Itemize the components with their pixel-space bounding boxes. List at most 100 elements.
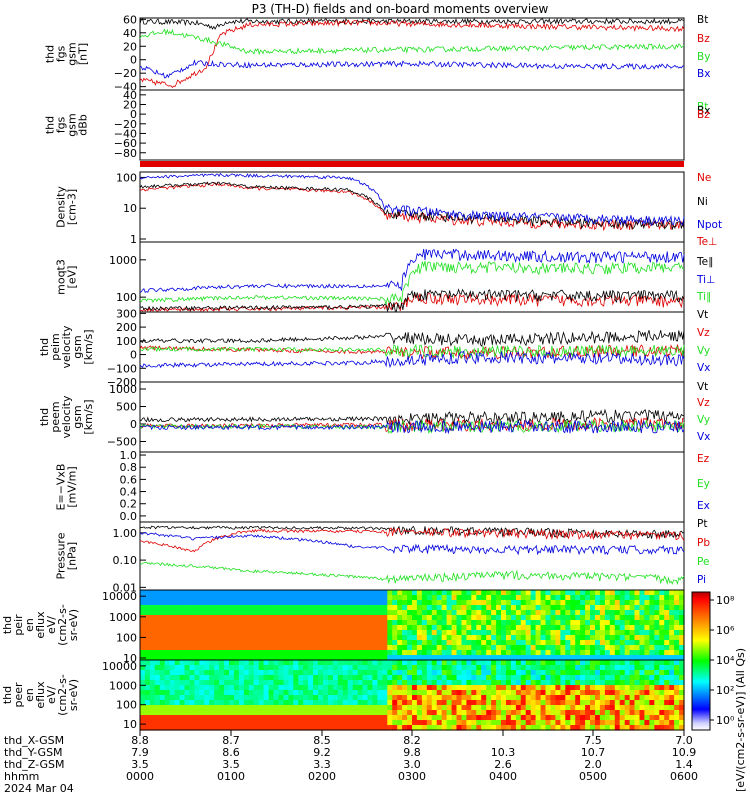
- spectrogram-cell: [476, 670, 482, 676]
- spectrogram-cell: [624, 680, 631, 686]
- spectrogram-cell: [649, 605, 655, 611]
- spectrogram-cell: [377, 700, 383, 706]
- spectrogram-cell: [565, 690, 571, 696]
- spectrogram-cell: [664, 620, 670, 626]
- spectrogram-cell: [397, 720, 403, 726]
- spectrogram-cell: [649, 690, 655, 696]
- spectrogram-cell: [149, 600, 156, 606]
- spectrogram-cell: [446, 590, 453, 596]
- spectrogram-cell: [323, 620, 329, 626]
- spectrogram-cell: [258, 635, 265, 641]
- spectrogram-cell: [659, 665, 665, 671]
- spectrogram-cell: [144, 610, 151, 616]
- spectrogram-cell: [263, 595, 270, 601]
- spectrogram-cell: [560, 595, 566, 601]
- spectrogram-cell: [308, 615, 314, 621]
- spectrogram-cell: [342, 695, 349, 701]
- spectrogram-cell: [506, 600, 512, 606]
- series-line-Npot: [139, 172, 685, 227]
- spectrogram-cell: [402, 615, 408, 621]
- spectrogram-cell: [649, 655, 655, 661]
- spectrogram-cell: [347, 710, 354, 716]
- spectrogram-cell: [298, 650, 304, 656]
- spectrogram-cell: [253, 725, 260, 731]
- spectrogram-cell: [327, 675, 334, 681]
- spectrogram-cell: [154, 710, 161, 716]
- spectrogram-cell: [273, 690, 279, 696]
- spectrogram-cell: [164, 615, 171, 621]
- spectrogram-cell: [510, 695, 517, 701]
- spectrogram-cell: [352, 635, 359, 641]
- spectrogram-cell: [308, 725, 314, 731]
- spectrogram-cell: [644, 700, 650, 706]
- spectrogram-cell: [263, 615, 270, 621]
- spectrogram-cell: [456, 660, 462, 666]
- spectrogram-cell: [466, 725, 472, 731]
- legend-Vz: Vz: [697, 327, 710, 339]
- spectrogram-cell: [219, 605, 225, 611]
- spectrogram-cell: [535, 700, 542, 706]
- spectrogram-cell: [248, 675, 255, 681]
- spectrogram-cell: [446, 695, 453, 701]
- spectrogram-cell: [318, 670, 324, 676]
- spectrogram-cell: [169, 695, 176, 701]
- spectrogram-cell: [491, 700, 497, 706]
- spectrogram-cell: [644, 605, 650, 611]
- spectrogram-cell: [164, 720, 171, 726]
- spectrogram-cell: [412, 725, 418, 731]
- series-line-Pt: [139, 525, 685, 539]
- spectrogram-cell: [654, 695, 660, 701]
- spectrogram-cell: [248, 650, 255, 656]
- spectrogram-cell: [219, 660, 225, 666]
- spectrogram-cell: [313, 655, 319, 661]
- spectrogram-cell: [535, 710, 542, 716]
- spectrogram-cell: [654, 645, 660, 651]
- spectrogram-cell: [560, 720, 566, 726]
- spectrogram-cell: [496, 660, 502, 666]
- spectrogram-cell: [580, 660, 586, 666]
- spectrogram-cell: [347, 690, 354, 696]
- legend-Vy: Vy: [697, 345, 710, 357]
- spectrogram-cell: [140, 720, 146, 726]
- spectrogram-cell: [585, 605, 591, 611]
- spectrogram-cell: [624, 625, 631, 631]
- spectrogram-cell: [550, 600, 556, 606]
- spectrogram-cell: [431, 710, 438, 716]
- spectrogram-cell: [461, 610, 467, 616]
- spectrogram-cell: [179, 635, 186, 641]
- spectrogram-cell: [293, 690, 299, 696]
- spectrogram-cell: [416, 640, 423, 646]
- spectrogram-cell: [362, 660, 368, 666]
- spectrogram-cell: [481, 665, 487, 671]
- spectrogram-cell: [194, 660, 200, 666]
- spectrogram-cell: [258, 615, 265, 621]
- spectrogram-cell: [219, 710, 225, 716]
- spectrogram-cell: [604, 620, 611, 626]
- spectrogram-cell: [164, 600, 171, 606]
- spectrogram-cell: [565, 675, 571, 681]
- spectrogram-cell: [159, 725, 166, 731]
- spectrogram-cell: [446, 660, 453, 666]
- spectrogram-cell: [263, 725, 270, 731]
- spectrogram-cell: [674, 695, 680, 701]
- spectrogram-cell: [515, 655, 522, 661]
- spectrogram-cell: [431, 680, 438, 686]
- spectrogram-cell: [471, 625, 477, 631]
- spectrogram-cell: [614, 705, 621, 711]
- spectrogram-cell: [555, 710, 561, 716]
- spectrogram-cell: [674, 590, 680, 596]
- spectrogram-cell: [471, 660, 477, 666]
- spectrogram-cell: [382, 640, 388, 646]
- spectrogram-cell: [407, 625, 413, 631]
- spectrogram-cell: [278, 685, 284, 691]
- spectrogram-cell: [149, 655, 156, 661]
- spectrogram-cell: [570, 610, 576, 616]
- spectrogram-cell: [585, 650, 591, 656]
- spectrogram-cell: [303, 615, 309, 621]
- spectrogram-cell: [402, 645, 408, 651]
- spectrogram-cell: [298, 685, 304, 691]
- ylabel-line: eV/: [45, 616, 58, 634]
- spectrogram-cell: [486, 725, 492, 731]
- spectrogram-cell: [298, 645, 304, 651]
- spectrogram-cell: [397, 655, 403, 661]
